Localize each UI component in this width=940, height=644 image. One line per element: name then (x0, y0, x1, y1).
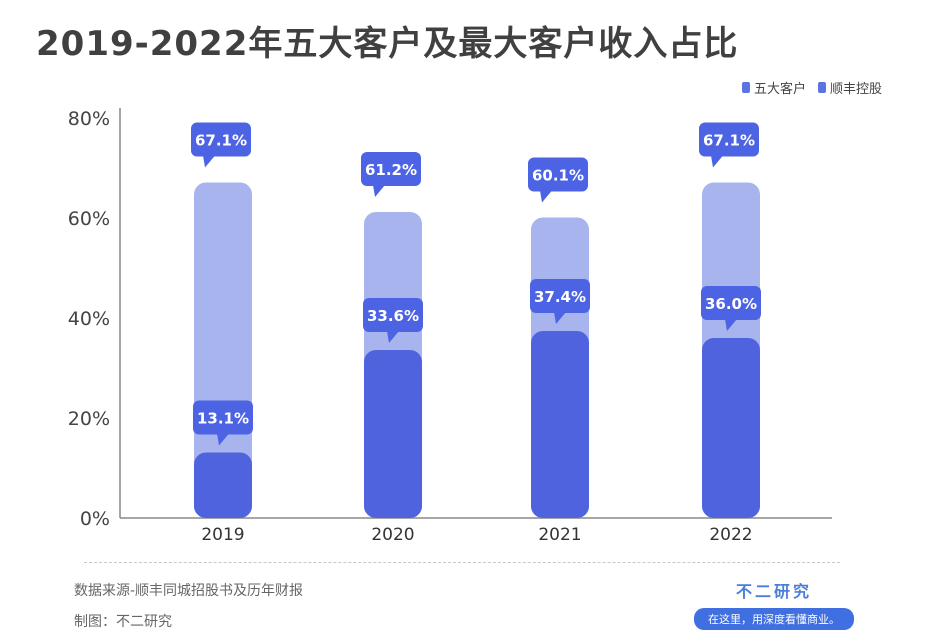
y-tick-label: 40% (68, 308, 110, 330)
label-top5-2022: 67.1% (703, 132, 755, 150)
bar-sf-2021 (531, 331, 589, 518)
label-sf-2020: 33.6% (367, 307, 419, 325)
bar-sf-2022 (702, 338, 760, 518)
brand-name: 不二研究 (735, 582, 812, 601)
bar-sf-2019 (194, 452, 252, 518)
label-top5-2020-tail (373, 185, 385, 197)
legend-label-sf: 顺丰控股 (829, 82, 882, 97)
label-sf-2020-tail (387, 331, 399, 343)
brand-block: 不二研究 在这里，用深度看懂商业。 (694, 578, 854, 630)
bar-sf-2020 (364, 350, 422, 518)
legend-item-sf: 顺丰控股 (817, 78, 882, 97)
label-top5-2020: 61.2% (365, 161, 417, 179)
label-top5-2022-tail (711, 155, 723, 168)
legend-swatch-sf (817, 82, 826, 93)
label-sf-2021-tail (554, 312, 566, 324)
brand-slogan: 在这里，用深度看懂商业。 (694, 608, 854, 630)
label-top5-2020-bg (361, 152, 421, 186)
y-tick-label: 60% (68, 208, 110, 230)
label-top5-2021-bg (528, 157, 588, 192)
legend: 五大客户 顺丰控股 (741, 78, 882, 97)
y-tick-label: 80% (68, 108, 110, 130)
label-sf-2020-bg (363, 298, 423, 332)
label-sf-2019: 13.1% (197, 410, 249, 428)
label-top5-2021-tail (540, 190, 552, 203)
label-sf-2022-tail (725, 319, 737, 331)
chart-author: 制图：不二研究 (74, 614, 172, 630)
y-tick-label: 20% (68, 408, 110, 430)
label-sf-2022: 36.0% (705, 295, 757, 313)
label-sf-2019-tail (217, 433, 229, 446)
label-top5-2019: 67.1% (195, 132, 247, 150)
label-sf-2021: 37.4% (534, 288, 586, 306)
label-top5-2019-tail (203, 155, 215, 168)
x-tick-label: 2021 (538, 525, 581, 545)
x-tick-label: 2019 (201, 525, 244, 545)
label-top5-2019-bg (191, 122, 251, 157)
footer-divider (84, 562, 840, 563)
label-sf-2019-bg (193, 400, 253, 435)
chart-title: 2019-2022年五大客户及最大客户收入占比 (36, 24, 739, 64)
y-tick-label: 0% (80, 508, 110, 530)
x-tick-label: 2020 (371, 525, 414, 545)
x-tick-label: 2022 (709, 525, 752, 545)
label-top5-2021: 60.1% (532, 167, 584, 185)
label-top5-2022-bg (699, 122, 759, 157)
data-source: 数据来源-顺丰同城招股书及历年财报 (74, 583, 304, 599)
legend-item-top5: 五大客户 (741, 78, 806, 97)
legend-swatch-top5 (741, 82, 750, 93)
label-sf-2022-bg (701, 286, 761, 320)
label-sf-2021-bg (530, 279, 590, 313)
legend-label-top5: 五大客户 (753, 82, 806, 97)
